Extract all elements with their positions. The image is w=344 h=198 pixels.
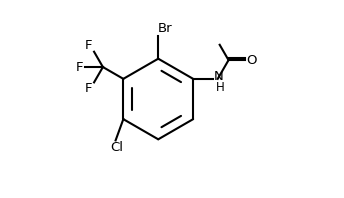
Text: N: N xyxy=(214,70,223,83)
Text: F: F xyxy=(76,61,84,73)
Text: H: H xyxy=(216,81,225,94)
Text: O: O xyxy=(246,54,257,67)
Text: Cl: Cl xyxy=(110,141,123,154)
Text: F: F xyxy=(85,82,93,95)
Text: Br: Br xyxy=(158,22,173,35)
Text: F: F xyxy=(85,39,93,52)
